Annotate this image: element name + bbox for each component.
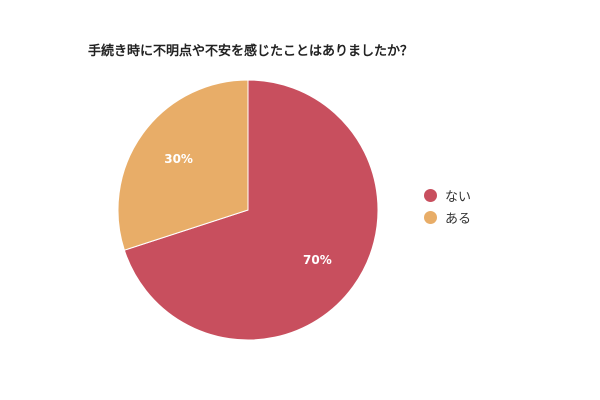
legend-item-1: ある [424,210,472,227]
pie-slice-1 [117,79,249,251]
chart-title: 手続き時に不明点や不安を感じたことはありましたか？ [88,44,414,59]
slice-label-0: 70% [303,253,332,267]
slice-label-1: 30% [164,152,193,166]
legend-swatch-icon [424,210,437,224]
legend-swatch-icon [424,188,437,202]
legend-item-0: ない [424,188,472,205]
legend: ない ある [424,188,471,232]
legend-label: ある [445,211,472,227]
legend-label: ない [445,189,472,205]
pie-slice-0 [123,79,379,341]
